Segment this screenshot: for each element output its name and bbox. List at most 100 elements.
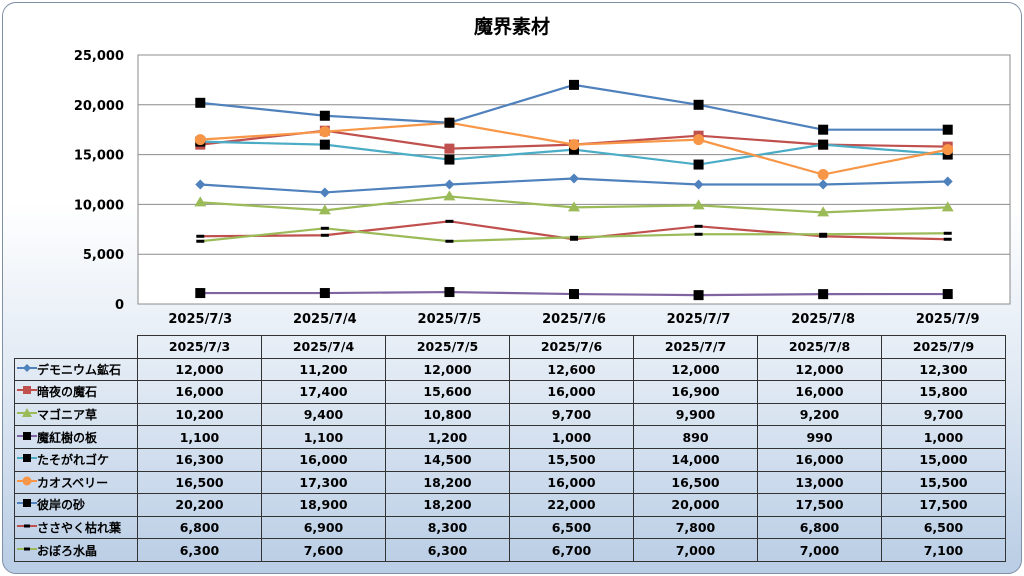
x-tick-label: 2025/7/4: [293, 312, 357, 327]
table-cell: 12,000: [385, 357, 510, 382]
table-row: マゴニア草 10,200 9,400 10,800 9,700 9,900 9,200 9,7…: [14, 402, 1006, 427]
table-cell: 18,900: [261, 493, 386, 517]
table-cell: 14,500: [385, 447, 510, 472]
data-point: [195, 97, 206, 108]
data-point: [320, 233, 329, 237]
y-tick-label: 5,000: [83, 248, 124, 263]
y-tick-label: 20,000: [74, 99, 124, 114]
data-point: [444, 287, 455, 298]
table-cell: 20,000: [633, 493, 758, 517]
table-cell: 15,500: [509, 447, 634, 472]
legend-label: カオスベリー: [37, 475, 109, 490]
table-column-header: 2025/7/8: [757, 335, 882, 359]
legend-label: デモニウム鉱石: [37, 362, 122, 377]
legend-entry: おぼろ水晶: [14, 538, 138, 562]
table-cell: 16,000: [509, 470, 634, 495]
data-point: [568, 139, 580, 151]
y-tick-label: 10,000: [74, 198, 124, 213]
table-cell: 16,000: [509, 380, 634, 404]
y-tick-label: 15,000: [74, 149, 124, 164]
table-cell: 7,600: [261, 538, 386, 562]
x-tick-label: 2025/7/6: [542, 312, 606, 327]
table-column-header: 2025/7/3: [137, 335, 262, 359]
table-cell: 17,400: [261, 380, 386, 404]
x-tick-label: 2025/7/7: [667, 312, 731, 327]
table-cell: 1,100: [261, 425, 386, 449]
data-point: [693, 290, 704, 301]
table-cell: 16,900: [633, 380, 758, 404]
data-point: [941, 201, 954, 212]
legend-key-icon: [17, 475, 37, 490]
table-cell: 7,000: [757, 538, 882, 562]
table-cell: 12,000: [757, 357, 882, 382]
legend-label: マゴニア草: [37, 408, 98, 423]
table-cell: 6,500: [509, 515, 634, 540]
table-cell: 22,000: [509, 493, 634, 517]
table-cell: 12,000: [633, 357, 758, 382]
table-cell: 16,300: [137, 447, 262, 472]
data-point: [693, 179, 704, 190]
table-column-header: 2025/7/7: [633, 335, 758, 359]
legend-key-icon: [17, 497, 37, 512]
data-point: [195, 288, 206, 299]
legend-label: 暗夜の魔石: [37, 385, 98, 400]
legend-key-icon: [17, 543, 37, 558]
legend-entry: 暗夜の魔石: [14, 380, 138, 404]
table-cell: 18,200: [385, 470, 510, 495]
table-cell: 16,000: [757, 380, 882, 404]
data-point: [692, 199, 705, 210]
legend-key-icon: [17, 520, 37, 535]
table-cell: 18,200: [385, 493, 510, 517]
data-table: 2025/7/3 2025/7/4 2025/7/5 2025/7/6 2025/7/7…: [14, 335, 1006, 562]
legend-key-icon: [17, 430, 37, 445]
data-point: [817, 206, 830, 217]
legend-entry: カオスベリー: [14, 470, 138, 495]
table-cell: 16,500: [137, 470, 262, 495]
table-cell: 12,000: [137, 357, 262, 382]
table-cell: 12,600: [509, 357, 634, 382]
legend-label: 彼岸の砂: [37, 498, 86, 513]
table-cell: 16,500: [633, 470, 758, 495]
data-point: [943, 237, 952, 241]
table-cell: 8,300: [385, 515, 510, 540]
table-row: 彼岸の砂 20,200 18,900 18,200 22,000 20,000 17,500…: [14, 493, 1006, 517]
data-table-corner: [15, 336, 138, 359]
table-cell: 6,300: [385, 538, 510, 562]
table-cell: 890: [633, 425, 758, 449]
table-cell: 6,800: [757, 515, 882, 540]
table-cell: 1,200: [385, 425, 510, 449]
table-column-header: 2025/7/9: [881, 335, 1006, 359]
data-point: [693, 159, 704, 170]
data-point: [319, 126, 331, 138]
table-cell: 16,000: [261, 447, 386, 472]
data-point: [320, 226, 329, 230]
table-cell: 7,800: [633, 515, 758, 540]
table-cell: 6,300: [137, 538, 262, 562]
data-point: [196, 234, 205, 238]
data-point: [318, 204, 331, 215]
data-point: [942, 124, 953, 135]
data-point: [444, 154, 455, 165]
table-cell: 9,400: [261, 402, 386, 427]
table-cell: 20,200: [137, 493, 262, 517]
data-point: [943, 231, 952, 235]
table-cell: 990: [757, 425, 882, 449]
table-column-header: 2025/7/4: [261, 335, 386, 359]
data-point: [568, 201, 580, 212]
table-cell: 9,700: [509, 402, 634, 427]
data-point: [319, 110, 330, 121]
data-point: [444, 143, 455, 154]
data-point: [942, 289, 953, 300]
data-point: [444, 117, 455, 128]
y-tick-label: 0: [115, 298, 124, 313]
legend-entry: 彼岸の砂: [14, 493, 138, 517]
table-cell: 13,000: [757, 470, 882, 495]
data-point: [819, 234, 828, 238]
legend-key-icon: [17, 362, 37, 377]
data-point: [693, 99, 704, 110]
table-cell: 7,100: [881, 538, 1006, 562]
table-cell: 1,000: [509, 425, 634, 449]
table-cell: 16,000: [137, 380, 262, 404]
table-cell: 10,800: [385, 402, 510, 427]
table-row: デモニウム鉱石 12,000 11,200 12,000 12,600 12,000 12,…: [14, 357, 1006, 382]
